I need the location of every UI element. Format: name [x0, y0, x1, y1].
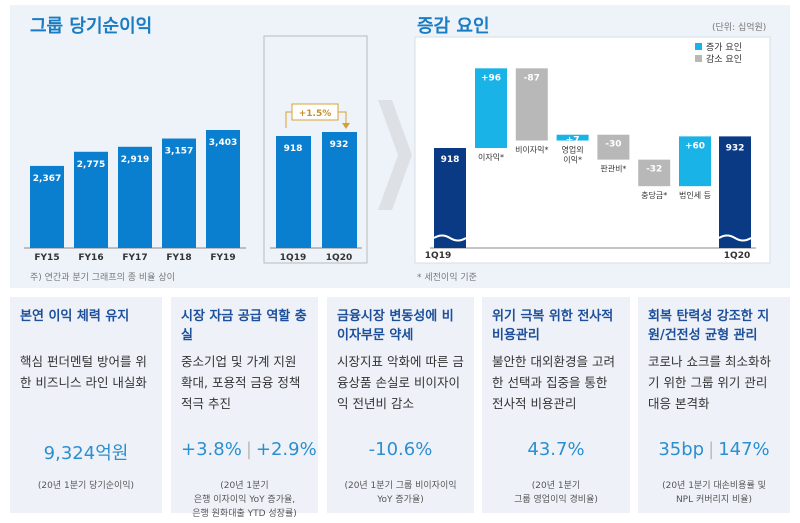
bar-1Q19	[434, 148, 466, 248]
bar-label: 3,157	[165, 147, 193, 157]
separator: |	[708, 439, 715, 460]
legend-swatch	[695, 43, 702, 50]
quarter-box	[263, 35, 368, 264]
card-body: 중소기업 및 가계 지원 확대, 포용적 금융 정책 적극 추진	[181, 354, 301, 411]
category-label: 이자익*	[478, 152, 504, 162]
x-tick-label: FY19	[210, 253, 235, 263]
category-label: 충당금*	[641, 190, 667, 200]
card-value: 43.7%	[492, 439, 620, 479]
bar-FY16	[74, 151, 108, 248]
card-title: 위기 극복 위한 전사적 비용관리	[492, 309, 614, 343]
bar-step	[597, 134, 630, 160]
arrow-head-icon	[342, 123, 350, 129]
card-title: 금융시장 변동성에 비이자부문 약세	[337, 309, 454, 343]
bar-1Q19	[276, 136, 311, 248]
bar-step	[638, 159, 671, 187]
x-tick-label: 1Q20	[724, 251, 750, 261]
value-text: 35bp	[658, 439, 705, 460]
growth-badge	[291, 103, 339, 121]
axis-break-icon	[718, 234, 752, 242]
bar-label: +96	[481, 73, 501, 83]
card-value: 9,324억원	[20, 439, 152, 479]
bar-FY17	[118, 146, 152, 248]
chevron-icon	[378, 100, 412, 210]
bar-label: 918	[441, 155, 460, 165]
charts: 2,367 FY15 2,775 FY16 2,919 FY17 3,157 FY18 3,40…	[24, 35, 771, 264]
bar-label: -87	[524, 73, 540, 83]
card-value: -10.6%	[337, 439, 464, 479]
card-body: 시장지표 악화에 따른 금융상품 손실로 비이자이익 전년비 감소	[337, 354, 464, 411]
bar-step	[679, 136, 711, 187]
bar-label: +7	[566, 136, 580, 146]
right-footnote: * 세전이익 기준	[417, 273, 477, 283]
legend-label: 증가 요인	[706, 42, 742, 53]
x-tick-label: FY16	[78, 253, 103, 263]
category-label: 영업외	[562, 145, 584, 155]
bar-FY18	[162, 138, 196, 248]
card-footnote: (20년 1분기 은행 이자이익 YoY 증가율, 은행 원화대출 YTD 성장…	[192, 481, 297, 519]
value-text: 43.7%	[527, 439, 585, 460]
value-text: -10.6%	[368, 439, 433, 460]
bar-label: 918	[284, 144, 303, 154]
bar-label: 932	[726, 143, 745, 153]
bar-step	[475, 68, 507, 148]
bar-1Q20	[719, 136, 751, 248]
left-footnote: 주) 연간과 분기 그래프의 종 비율 상이	[30, 273, 175, 283]
x-tick-label: FY17	[122, 253, 147, 263]
bar-FY15	[30, 165, 64, 248]
card-title: 시장 자금 공급 역할 충실	[181, 309, 307, 343]
card-value: 35bp | 147%	[648, 439, 780, 479]
value-text: +3.8%	[181, 439, 242, 460]
category-label: 이익*	[563, 155, 582, 165]
unit-label: (단위: 십억원)	[712, 23, 767, 33]
x-tick-label: 1Q20	[326, 253, 352, 263]
bar-label: 2,919	[121, 155, 149, 165]
card-footnote: (20년 1분기 그룹 비이자이익 YoY 증가율)	[344, 481, 457, 505]
bar-label: -30	[605, 140, 621, 150]
bar-FY19	[206, 130, 240, 248]
right-title: 증감 요인	[417, 16, 490, 37]
bar-label: 2,775	[77, 160, 105, 170]
separator: |	[245, 439, 252, 460]
bar-1Q20	[322, 132, 357, 248]
card-title: 회복 탄력성 강조한 지원/건전성 균형 관리	[648, 309, 770, 343]
bar-label: 3,403	[209, 138, 237, 148]
bar-label: 932	[330, 140, 349, 150]
legend-label: 감소 요인	[706, 53, 742, 65]
growth-label: +1.5%	[299, 109, 332, 119]
bar-label: +60	[685, 141, 705, 151]
card-value: +3.8% | +2.9%	[181, 439, 317, 479]
card-footnote: (20년 1분기 그룹 영업이익 경비율)	[514, 481, 598, 505]
bar-label: 2,367	[33, 174, 61, 184]
bar-step	[515, 68, 548, 141]
card-body: 코로나 쇼크를 최소화하기 위한 그룹 위기 관리 대응 본격화	[648, 354, 771, 411]
axis-break-icon	[433, 234, 467, 242]
category-label: 법인세 등	[679, 190, 711, 200]
card-footnote: (20년 1분기 대손비용률 및 NPL 커버리지 비율)	[662, 481, 766, 505]
value-text: 9,324억원	[43, 443, 129, 464]
card-body: 불안한 대외환경을 고려한 선택과 집중을 통한 전사적 비용관리	[492, 354, 615, 411]
card-title: 본연 이익 체력 유지	[20, 309, 130, 324]
card-body: 핵심 펀더멘털 방어를 위한 비즈니스 라인 내실화	[20, 354, 147, 390]
bar-step	[556, 134, 589, 141]
x-tick-label: 1Q19	[280, 253, 306, 263]
bar-label: -32	[646, 165, 662, 175]
value-text: +2.9%	[255, 439, 317, 460]
category-label: 비이자익*	[515, 145, 548, 155]
waterfall-box	[414, 36, 771, 264]
category-label: 판관비*	[600, 164, 626, 174]
x-tick-label: FY15	[34, 253, 59, 263]
x-tick-label: FY18	[166, 253, 191, 263]
value-text: 147%	[718, 439, 770, 460]
left-title: 그룹 당기순이익	[30, 16, 153, 37]
x-tick-label: 1Q19	[425, 251, 451, 261]
legend-swatch	[695, 55, 702, 62]
card-footnote: (20년 1분기 당기순이익)	[37, 481, 135, 491]
